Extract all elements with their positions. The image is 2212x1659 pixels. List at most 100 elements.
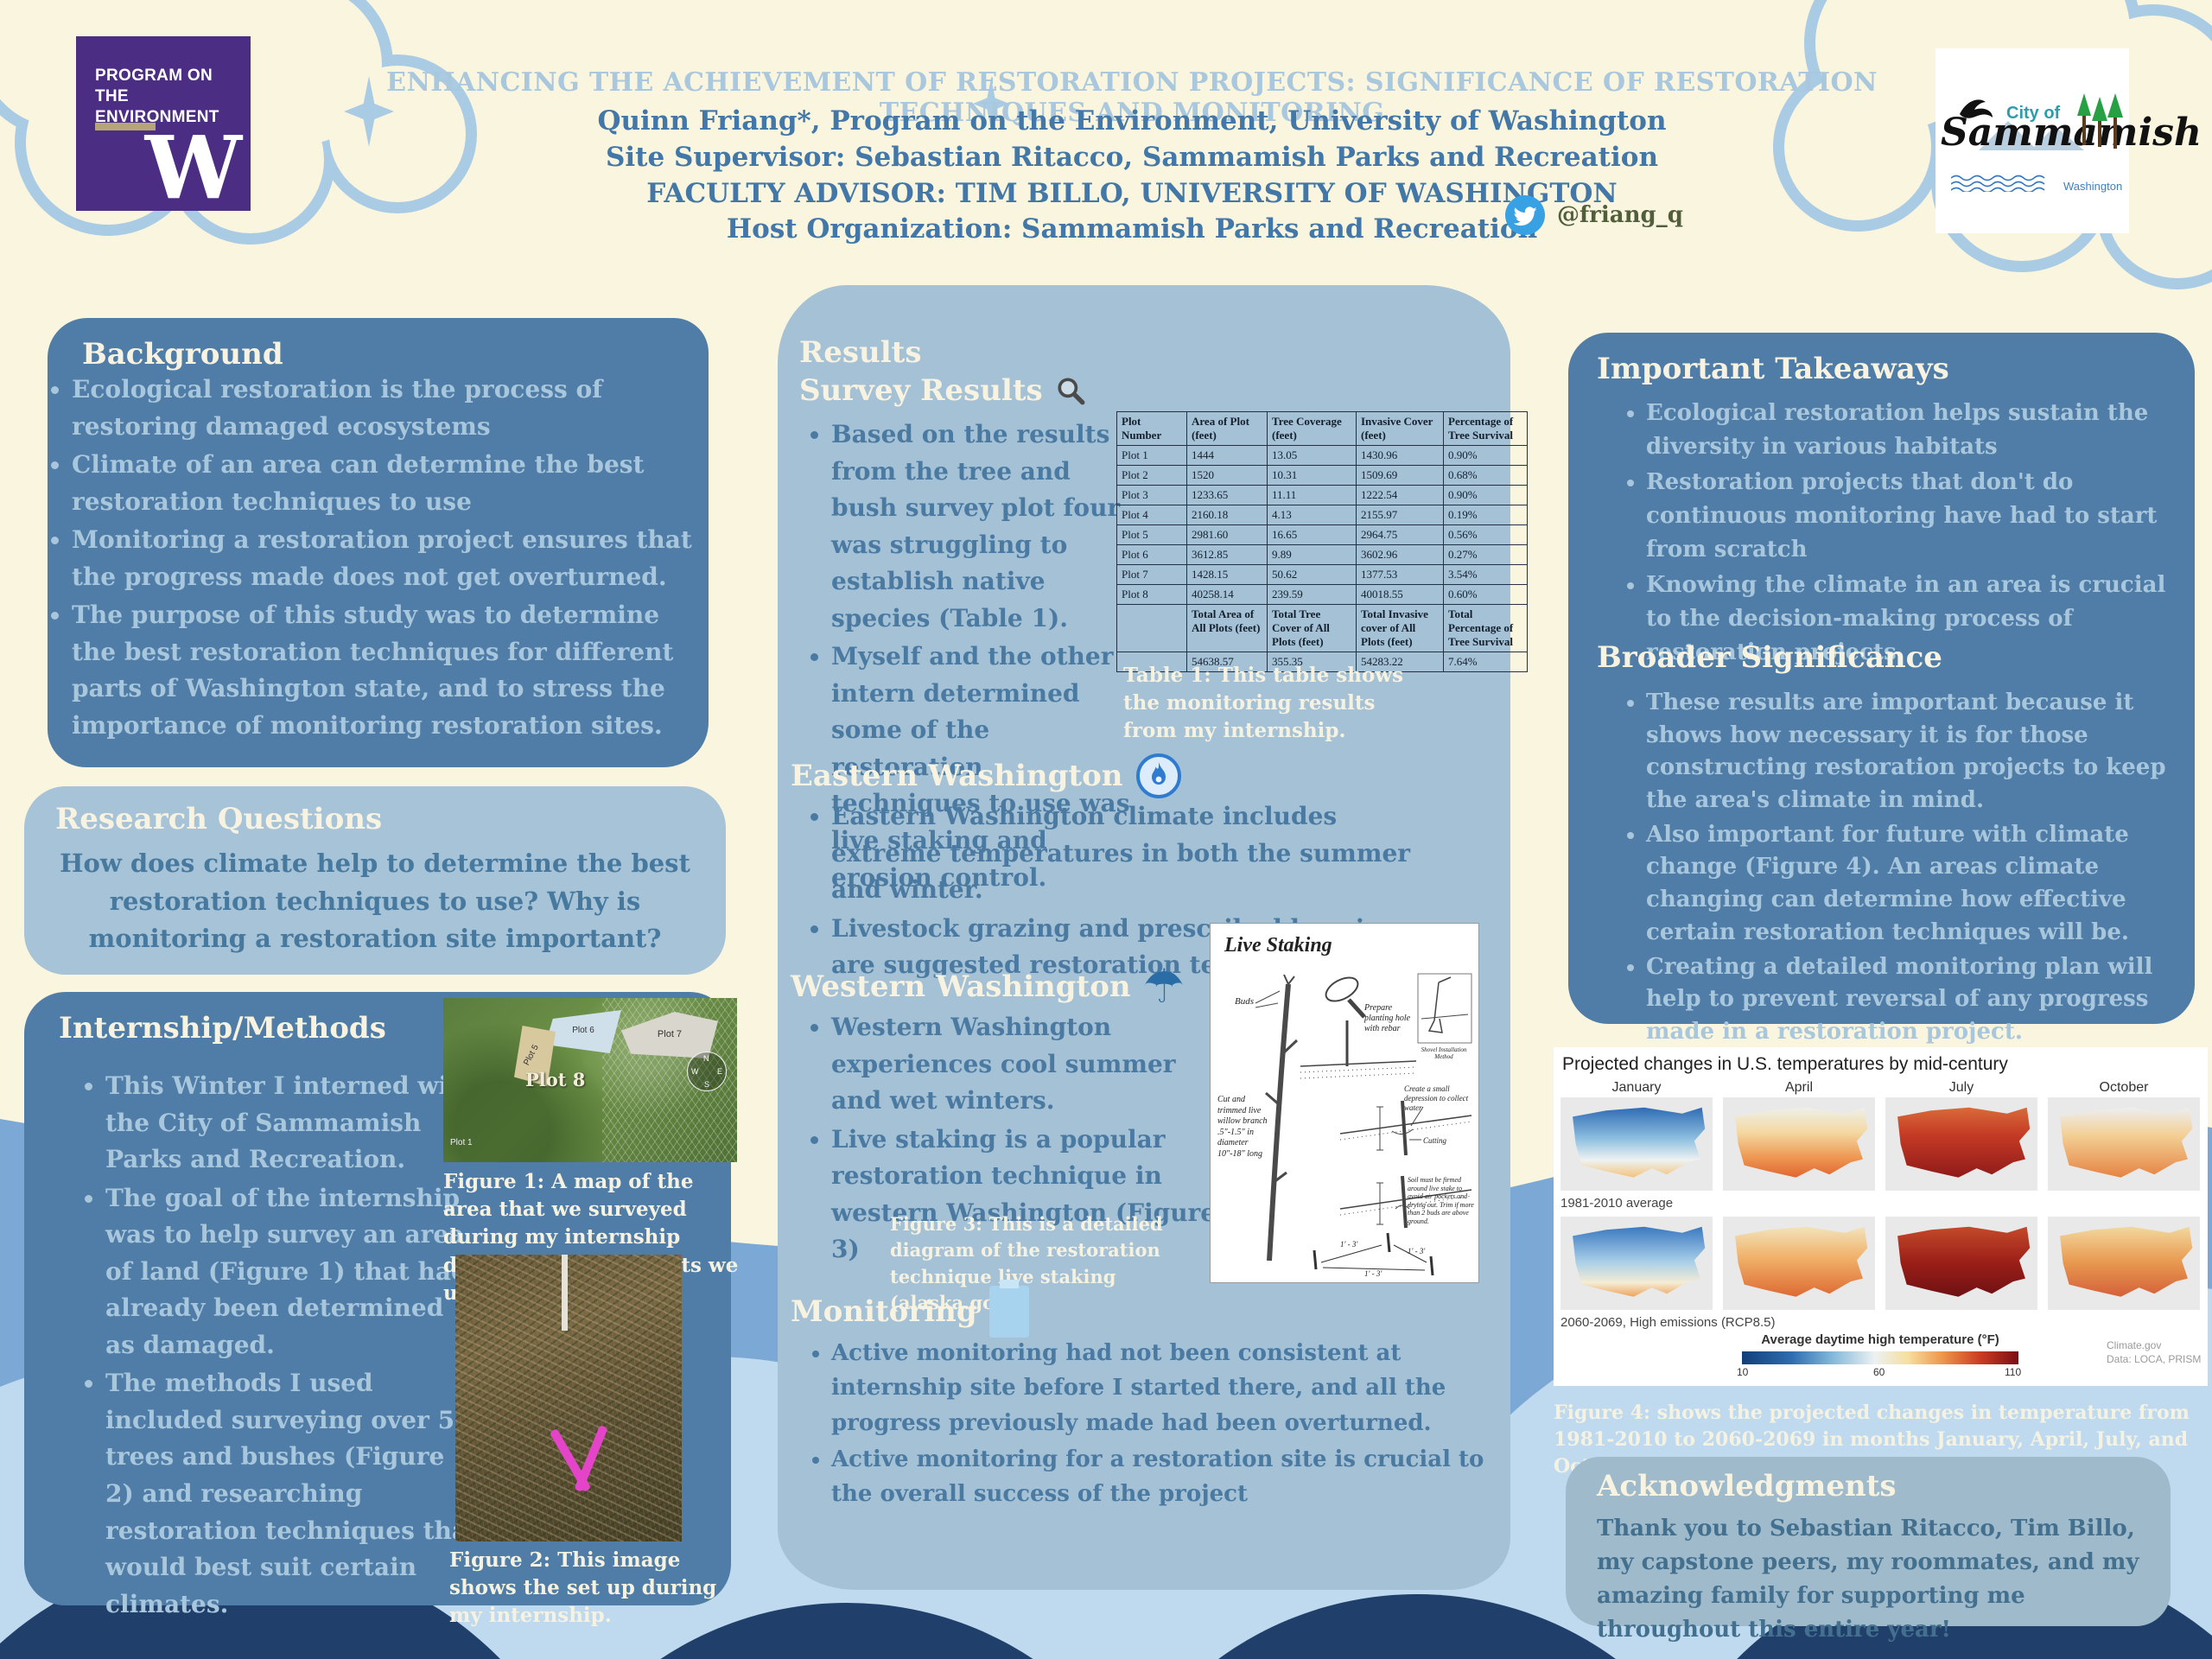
background-heading: Background [82, 337, 283, 372]
colorbar-tick: 10 [1737, 1366, 1749, 1378]
table-cell: Plot 6 [1116, 544, 1187, 565]
table-cell: 2160.18 [1186, 505, 1268, 525]
uw-program-environment-logo: PROGRAM ON THE ENVIRONMENT W [76, 36, 251, 211]
table-totals-label-row: Total Area of All Plots (feet) Total Tree… [1116, 604, 1528, 652]
table-cell: Total Percentage of Tree Survival [1443, 604, 1528, 652]
table-cell: Plot 4 [1116, 505, 1187, 525]
us-map-january-historic [1560, 1097, 1713, 1191]
us-map-july-projected [1885, 1217, 2037, 1310]
table-cell: 355.35 [1267, 652, 1357, 672]
twitter-handle: @friang_q [1557, 202, 1683, 228]
city-of-text: City of [2006, 104, 2061, 123]
bullet-item: Ecological restoration helps sustain the… [1646, 397, 2190, 464]
table-cell [1116, 652, 1187, 672]
us-map-october-historic [2048, 1097, 2200, 1191]
background-bullets: Ecological restoration is the process of… [48, 372, 709, 744]
uw-w-mark: W [144, 117, 242, 219]
bullet-item: Eastern Washington climate includes extr… [831, 798, 1441, 909]
plot8-label: Plot 8 [525, 1069, 586, 1090]
row2-label: 2060-2069, High emissions (RCP8.5) [1560, 1315, 1776, 1330]
bird-icon [1960, 99, 1993, 118]
table-cell: 0.56% [1443, 524, 1528, 545]
western-washington-heading: Western Washington ☂ [791, 963, 1185, 1010]
figure4-climate-maps: Projected changes in U.S. temperatures b… [1554, 1047, 2208, 1386]
bullet-item: Active monitoring had not been consisten… [831, 1336, 1516, 1440]
table-row: Plot 7 1428.15 50.62 1377.53 3.54% [1116, 564, 1528, 585]
western-washington-label: Western Washington [791, 969, 1131, 1004]
table-cell: 0.19% [1443, 505, 1528, 525]
bullet-item: This Winter I interned with the City of … [105, 1068, 479, 1179]
bullet-item: These results are important because it s… [1646, 687, 2192, 817]
table1-caption: Table 1: This table shows the monitoring… [1123, 664, 1404, 743]
bullet-item: Live staking is a popular restoration te… [831, 1122, 1222, 1268]
prepare-label: Prepare planting hole with rebar [1364, 1003, 1411, 1033]
city-of-sammamish-logo: City of Sammamish Washington [1936, 48, 2202, 233]
broader-bullets: These results are important because it s… [1622, 687, 2192, 1051]
plot6-polygon: Plot 6 [545, 1010, 621, 1053]
research-questions-heading: Research Questions [55, 802, 383, 836]
table-cell: 1233.65 [1186, 485, 1268, 505]
bullet-item: Active monitoring for a restoration site… [831, 1442, 1516, 1512]
month-label: April [1784, 1080, 1813, 1095]
table-cell: 0.90% [1443, 485, 1528, 505]
live-staking-line-art [1255, 973, 1472, 1276]
table-cell: Plot 3 [1116, 485, 1187, 505]
bullet-item: Climate of an area can determine the bes… [72, 447, 709, 520]
broader-significance-heading: Broader Significance [1597, 640, 1942, 675]
table-cell: Area of Plot (feet) [1186, 411, 1268, 446]
figure2-site-photo [455, 1255, 682, 1541]
table-cell: Total Tree Cover of All Plots (feet) [1267, 604, 1357, 652]
bullet-item: The goal of the internship was to help s… [105, 1180, 479, 1364]
bullet-item: The methods I used included surveying ov… [105, 1365, 479, 1623]
cutting-label: Cutting [1423, 1136, 1447, 1145]
table-cell: 1430.96 [1356, 445, 1444, 466]
bullet-item: Creating a detailed monitoring plan will… [1646, 951, 2192, 1049]
colorbar-tick: 60 [1873, 1366, 1885, 1378]
table-cell: 10.31 [1267, 465, 1357, 486]
table-cell: 0.60% [1443, 584, 1528, 605]
us-map-april-projected [1723, 1217, 1875, 1310]
bullet-item: Restoration projects that don't do conti… [1646, 466, 2190, 567]
table-cell: Plot 2 [1116, 465, 1187, 486]
internship-methods-panel: Internship/Methods This Winter I interne… [24, 992, 738, 1627]
sammamish-name: Sammamish [1941, 111, 2202, 155]
colorbar-tick: 110 [2005, 1366, 2022, 1378]
bullet-item: Also important for future with climate c… [1646, 819, 2192, 950]
magnifier-icon [1058, 378, 1085, 405]
acknowledgments-panel: Acknowledgments Thank you to Sebastian R… [1566, 1457, 2171, 1643]
figure3-caption: Figure 3: This is a detailed diagram of … [890, 1213, 1163, 1314]
spacing-label: 1' - 3' [1364, 1269, 1382, 1278]
colorbar-label: Average daytime high temperature (°F) [1761, 1332, 1999, 1347]
month-label: January [1611, 1080, 1662, 1095]
table-cell: 54638.57 [1186, 652, 1268, 672]
plot1-label: Plot 1 [450, 1138, 473, 1147]
branch-label: Cut and trimmed live willow branch .5"-1… [1217, 1095, 1268, 1159]
table-cell: 50.62 [1267, 564, 1357, 585]
table-cell: Tree Coverage (feet) [1267, 411, 1357, 446]
notepad-icon [988, 1280, 1029, 1338]
table-cell: 1509.69 [1356, 465, 1444, 486]
table-row: Plot 6 3612.85 9.89 3602.96 0.27% [1116, 544, 1528, 565]
eastern-bullets: Eastern Washington climate includes extr… [807, 798, 1441, 986]
takeaways-panel: Important Takeaways Ecological restorati… [1568, 333, 2195, 1045]
internship-bullets: This Winter I interned with the City of … [81, 1068, 479, 1624]
survey-stake-graphic [562, 1255, 569, 1331]
poster-title: ENHANCING THE ACHIEVEMENT OF RESTORATION… [386, 67, 1878, 128]
us-map-july-historic [1885, 1097, 2037, 1191]
table-cell: 3602.96 [1356, 544, 1444, 565]
table-cell: 3612.85 [1186, 544, 1268, 565]
eastern-washington-heading: Eastern Washington [791, 753, 1182, 799]
internship-heading: Internship/Methods [59, 1011, 386, 1046]
bullet-item: Ecological restoration is the process of… [72, 372, 709, 445]
table-cell: Plot 5 [1116, 524, 1187, 545]
bullet-item: The purpose of this study was to determi… [72, 597, 709, 744]
table-cell: Plot 7 [1116, 564, 1187, 585]
month-label: July [1948, 1080, 1974, 1095]
table-cell: Total Area of All Plots (feet) [1186, 604, 1268, 652]
depression-label: Create a small depression to collect wat… [1404, 1084, 1469, 1112]
acknowledgments-text: Thank you to Sebastian Ritacco, Tim Bill… [1597, 1516, 2139, 1643]
western-bullets: Western Washington experiences cool summ… [807, 1009, 1222, 1270]
host-organization-line: Host Organization: Sammamish Parks and R… [726, 213, 1538, 245]
temperature-colorbar [1742, 1351, 2018, 1364]
water-waves-graphic [1951, 175, 2045, 192]
